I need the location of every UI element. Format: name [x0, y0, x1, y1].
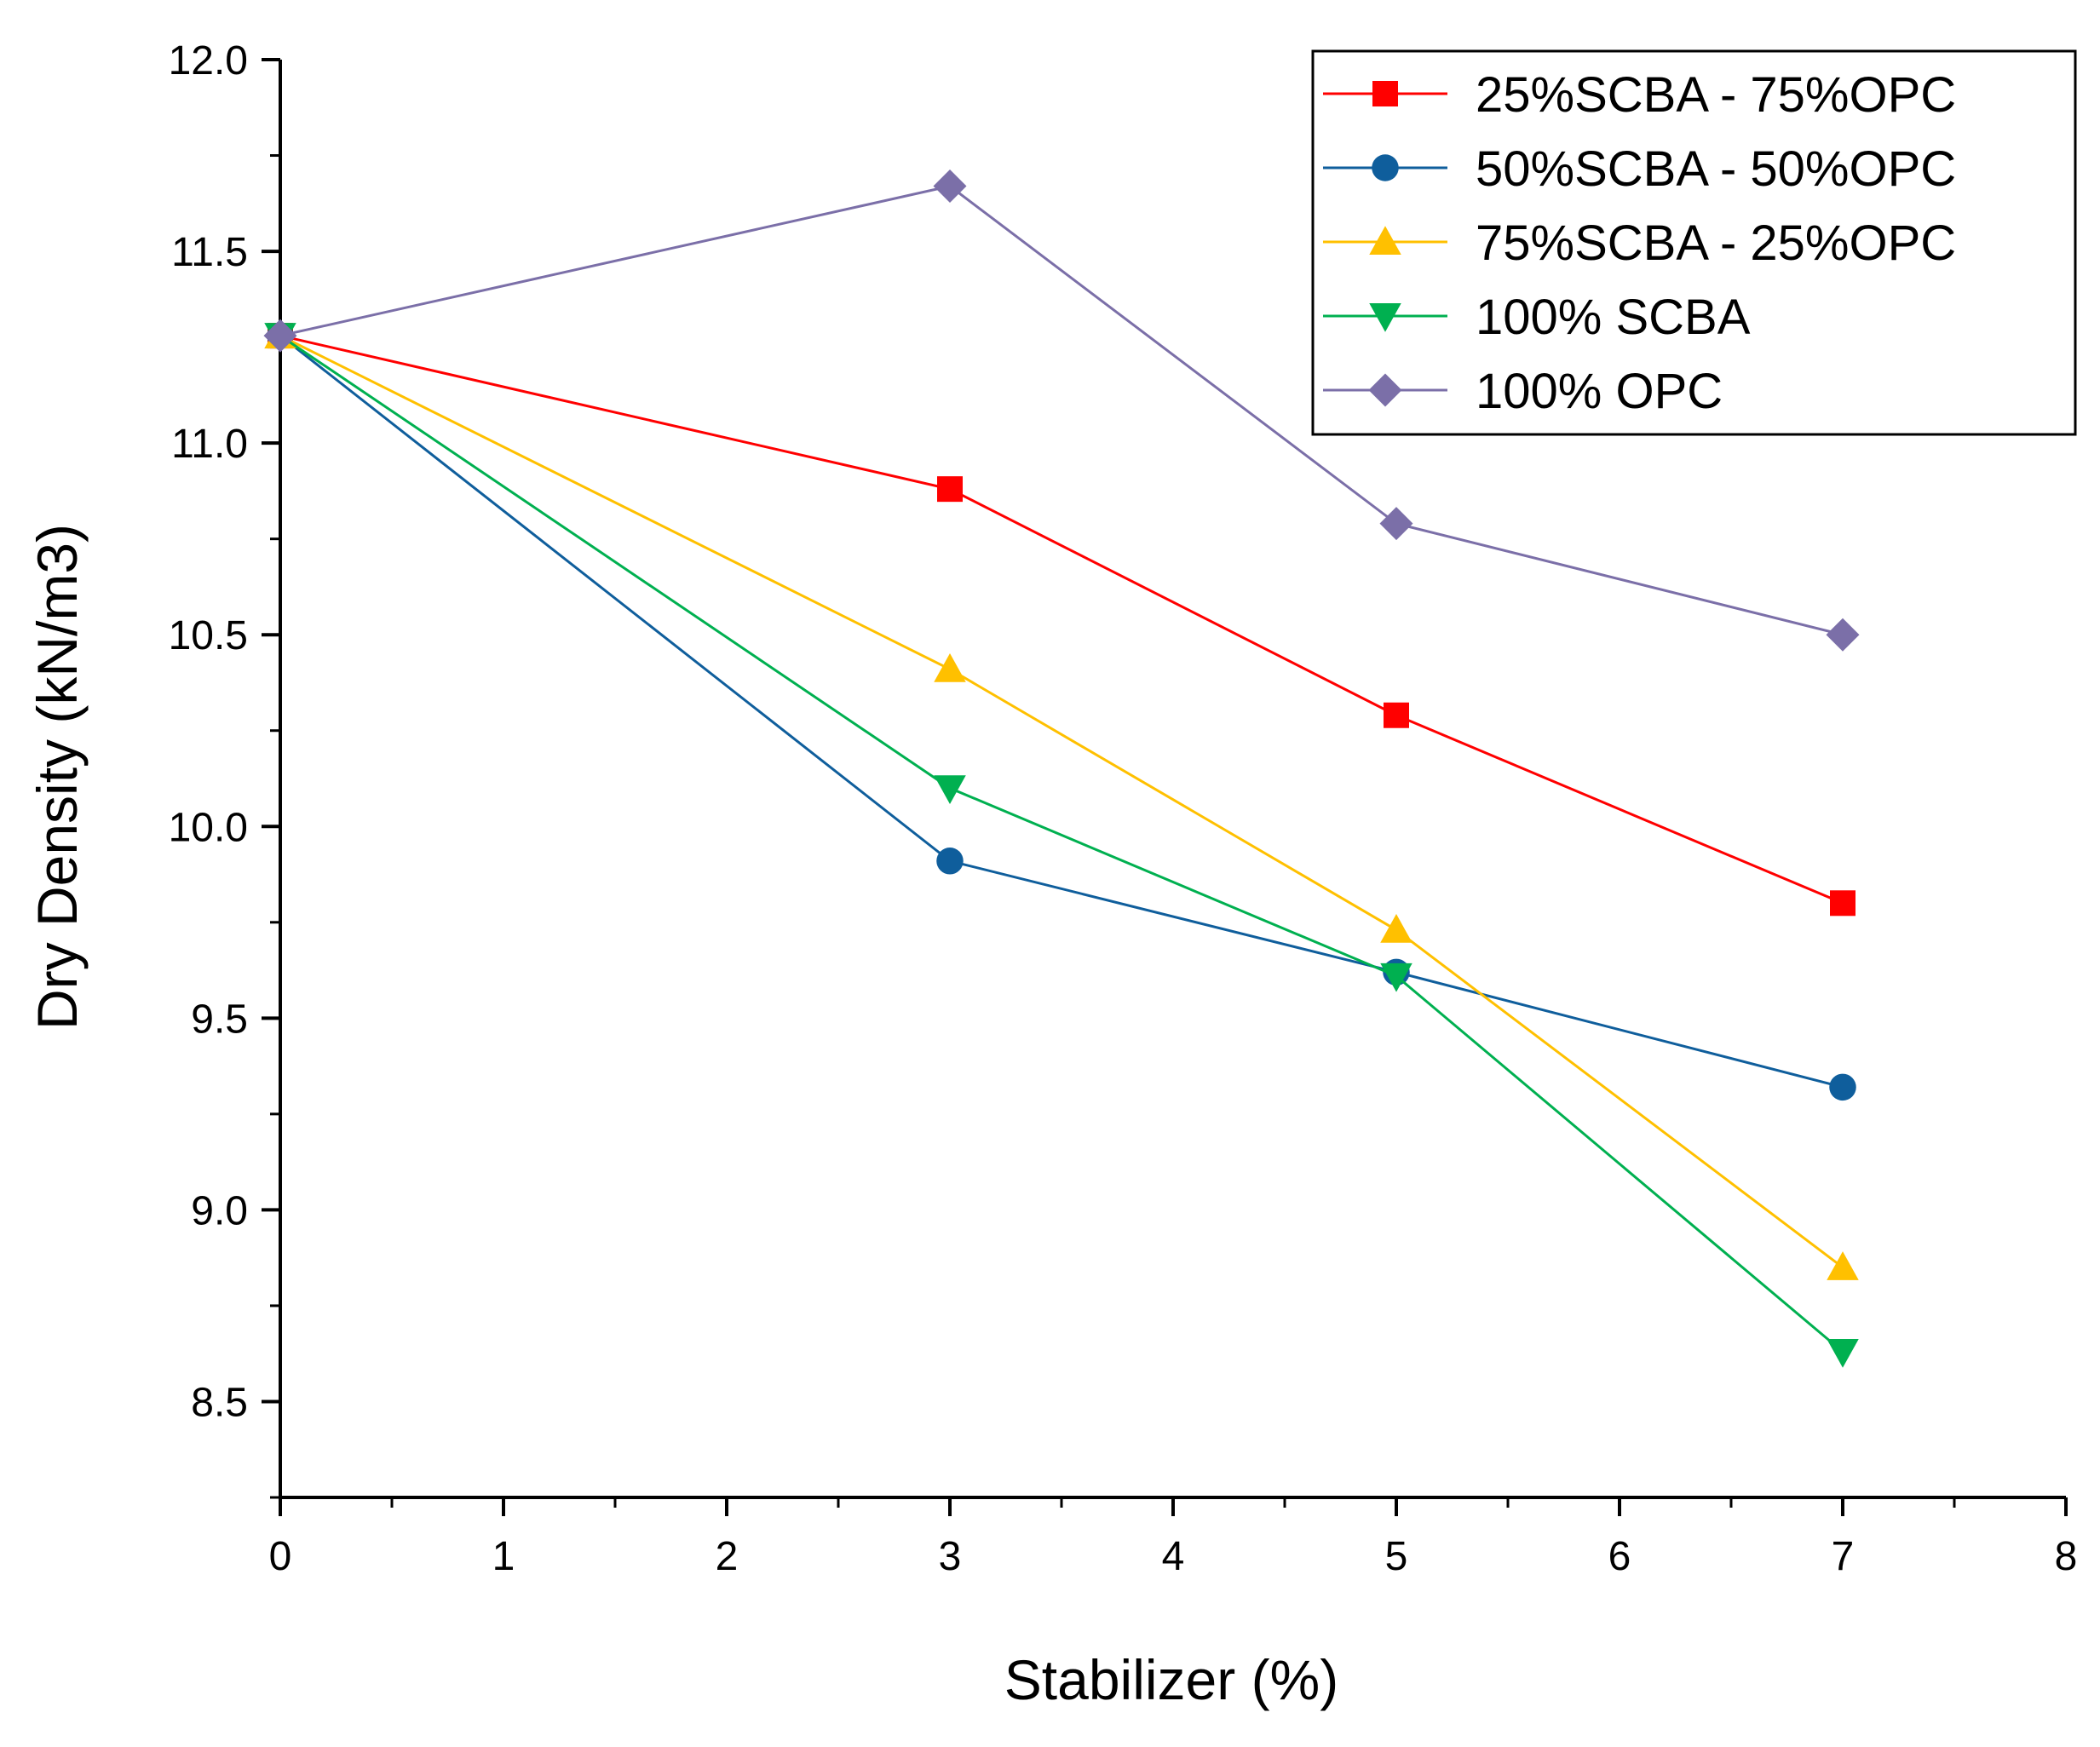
data-point: [263, 319, 297, 353]
legend-label: 75%SCBA - 25%OPC: [1476, 216, 1956, 271]
series-5: [263, 170, 1860, 652]
ticks: 0 1 2 3 4 5 6 7 8 8.5 9.0 9.5 10.0 10.5 11.0 11.5 12.0: [169, 38, 2078, 1579]
series-line: [279, 334, 1844, 905]
x-tick-label: 8: [2055, 1534, 2078, 1579]
legend-marker: [1372, 81, 1398, 106]
x-tick-label: 0: [269, 1534, 292, 1579]
legend-item: 50%SCBA - 50%OPC: [1323, 141, 1956, 197]
legend-item: 100% SCBA: [1323, 290, 1751, 345]
legend-label: 100% OPC: [1476, 364, 1723, 419]
data-point: [934, 775, 966, 805]
data-point: [934, 652, 966, 682]
data-point: [1826, 618, 1860, 652]
legend-item: 75%SCBA - 25%OPC: [1323, 216, 1956, 271]
legend-marker: [1369, 303, 1401, 332]
y-tick-label: 12.0: [169, 38, 248, 83]
data-point: [936, 848, 964, 875]
x-axis-title: Stabilizer (%): [1004, 1648, 1338, 1711]
series-group: [263, 170, 1860, 1368]
x-tick-label: 4: [1162, 1534, 1185, 1579]
data-point: [933, 170, 967, 204]
x-tick-label: 6: [1608, 1534, 1631, 1579]
x-tick-label: 1: [492, 1534, 515, 1579]
data-point: [1827, 1251, 1859, 1280]
y-tick-label: 9.5: [191, 997, 248, 1042]
legend: 25%SCBA - 75%OPC 50%SCBA - 50%OPC 75%SCBA …: [1311, 49, 2077, 436]
data-point: [1830, 890, 1855, 917]
series-line: [279, 334, 1844, 1353]
series-line: [279, 184, 1844, 636]
y-tick-label: 9.0: [191, 1188, 248, 1233]
x-tick-label: 5: [1385, 1534, 1408, 1579]
y-tick-label: 8.5: [191, 1380, 248, 1425]
legend-marker: [1368, 373, 1402, 407]
y-tick-label: 11.5: [171, 230, 248, 275]
data-point: [1379, 507, 1413, 541]
legend-marker: [1372, 154, 1399, 181]
legend-label: 100% SCBA: [1476, 290, 1751, 345]
series-line: [279, 334, 1844, 1089]
series-2: [267, 322, 1856, 1101]
legend-item: 100% OPC: [1323, 364, 1723, 419]
x-tick-label: 2: [716, 1534, 739, 1579]
data-point: [1380, 914, 1412, 943]
x-tick-label: 7: [1832, 1534, 1855, 1579]
data-point: [1829, 1073, 1856, 1101]
series-4: [264, 323, 1859, 1368]
legend-label: 25%SCBA - 75%OPC: [1476, 67, 1956, 123]
x-tick-label: 3: [939, 1534, 962, 1579]
data-point: [1827, 1338, 1859, 1368]
data-point: [1380, 963, 1412, 992]
data-point: [937, 476, 963, 503]
legend-label: 50%SCBA - 50%OPC: [1476, 141, 1956, 197]
y-axis-title: Dry Density (kN/m3): [26, 524, 89, 1030]
y-tick-label: 10.5: [169, 613, 248, 658]
legend-item: 25%SCBA - 75%OPC: [1323, 67, 1956, 123]
data-point: [1384, 702, 1409, 728]
legend-marker: [1369, 226, 1401, 255]
y-tick-label: 11.0: [171, 422, 248, 467]
series-3: [264, 319, 1859, 1280]
series-line: [279, 334, 1844, 1269]
y-tick-label: 10.0: [169, 805, 248, 850]
